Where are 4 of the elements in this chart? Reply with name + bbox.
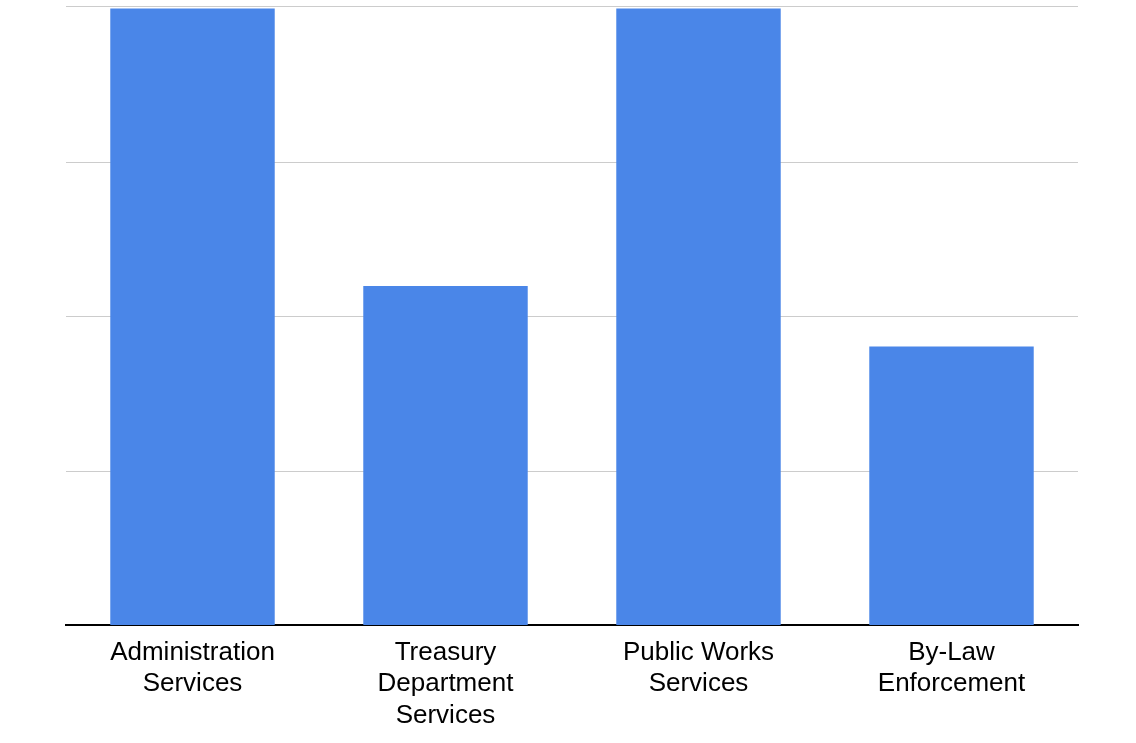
x-tick-label: Administration Services <box>110 636 275 698</box>
x-tick-label: By-Law Enforcement <box>877 636 1026 698</box>
x-tick-label: Treasury Department Services <box>377 636 515 729</box>
x-tick-label: Public Works Services <box>622 636 775 698</box>
